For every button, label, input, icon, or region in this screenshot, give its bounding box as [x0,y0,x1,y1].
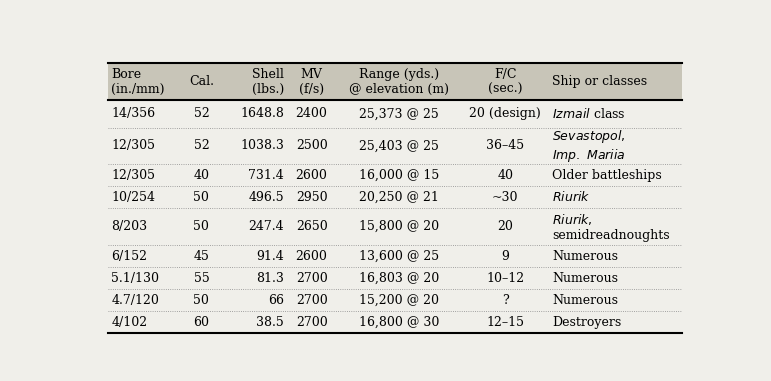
Text: 10/254: 10/254 [111,191,155,204]
Text: 2500: 2500 [296,139,328,152]
Text: 52: 52 [194,107,209,120]
Text: 16,000 @ 15: 16,000 @ 15 [359,169,439,182]
Text: Numerous: Numerous [552,250,618,263]
Text: 50: 50 [194,191,210,204]
Text: 12/305: 12/305 [111,169,155,182]
Text: Numerous: Numerous [552,294,618,307]
Text: Range (yds.)
@ elevation (m): Range (yds.) @ elevation (m) [349,68,449,96]
Text: 5.1/130: 5.1/130 [111,272,160,285]
Text: 55: 55 [194,272,209,285]
Text: Numerous: Numerous [552,272,618,285]
Text: 50: 50 [194,294,210,307]
Text: 15,800 @ 20: 15,800 @ 20 [359,220,439,233]
Text: F/C
(sec.): F/C (sec.) [488,68,523,96]
Text: $\it{Riurik}$: $\it{Riurik}$ [552,190,591,204]
Text: 2950: 2950 [296,191,328,204]
Text: 66: 66 [268,294,284,307]
Text: 36–45: 36–45 [487,139,524,152]
Text: 8/203: 8/203 [111,220,147,233]
Text: Bore
(in./mm): Bore (in./mm) [111,68,165,96]
Text: 496.5: 496.5 [248,191,284,204]
Text: 4.7/120: 4.7/120 [111,294,159,307]
Text: 81.3: 81.3 [256,272,284,285]
Text: ?: ? [502,294,509,307]
Text: 247.4: 247.4 [248,220,284,233]
Text: 50: 50 [194,220,210,233]
Text: 20 (design): 20 (design) [470,107,541,120]
Text: 2600: 2600 [295,169,328,182]
Text: 10–12: 10–12 [487,272,524,285]
Text: 25,373 @ 25: 25,373 @ 25 [359,107,439,120]
Text: 16,800 @ 30: 16,800 @ 30 [359,316,439,329]
Text: 52: 52 [194,139,209,152]
Text: 40: 40 [497,169,513,182]
Text: 12–15: 12–15 [487,316,524,329]
Text: 1038.3: 1038.3 [240,139,284,152]
Text: $\it{Izmail}$ class: $\it{Izmail}$ class [552,107,625,121]
Text: Shell
(lbs.): Shell (lbs.) [251,68,284,96]
Bar [108,63,682,100]
Text: Destroyers: Destroyers [552,316,621,329]
Text: 2650: 2650 [296,220,328,233]
Text: 2600: 2600 [295,250,328,263]
Text: 60: 60 [194,316,210,329]
Text: 13,600 @ 25: 13,600 @ 25 [359,250,439,263]
Text: 40: 40 [194,169,210,182]
Text: 20,250 @ 21: 20,250 @ 21 [359,191,439,204]
Text: 2700: 2700 [296,316,328,329]
Text: Older battleships: Older battleships [552,169,662,182]
Text: 38.5: 38.5 [256,316,284,329]
Text: Ship or classes: Ship or classes [552,75,647,88]
Text: 2700: 2700 [296,272,328,285]
Text: 91.4: 91.4 [256,250,284,263]
Text: 2700: 2700 [296,294,328,307]
Text: $\it{Riurik,}$
semidreadnoughts: $\it{Riurik,}$ semidreadnoughts [552,212,669,242]
Text: Cal.: Cal. [189,75,214,88]
Text: 731.4: 731.4 [248,169,284,182]
Text: 6/152: 6/152 [111,250,147,263]
Text: MV
(f/s): MV (f/s) [299,68,324,96]
Text: $\it{Sevastopol,}$
$\it{Imp.\ Mariia}$: $\it{Sevastopol,}$ $\it{Imp.\ Mariia}$ [552,128,625,164]
Text: 25,403 @ 25: 25,403 @ 25 [359,139,439,152]
Text: 1648.8: 1648.8 [240,107,284,120]
Text: ~30: ~30 [492,191,519,204]
Text: 2400: 2400 [295,107,328,120]
Text: 20: 20 [497,220,513,233]
Text: 45: 45 [194,250,210,263]
Text: 4/102: 4/102 [111,316,147,329]
Text: 14/356: 14/356 [111,107,156,120]
Text: 15,200 @ 20: 15,200 @ 20 [359,294,439,307]
Text: 9: 9 [501,250,509,263]
Text: 16,803 @ 20: 16,803 @ 20 [359,272,439,285]
Text: 12/305: 12/305 [111,139,155,152]
